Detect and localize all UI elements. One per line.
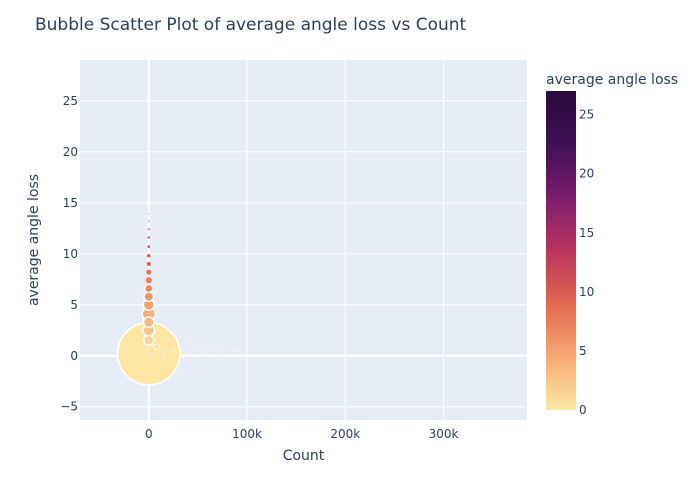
x-tick-label: 100k <box>232 427 262 441</box>
colorbar-tick-labels: 0 5 10 15 20 25 <box>579 108 594 417</box>
y-tick-label: 0 <box>70 349 78 363</box>
bubble-point[interactable] <box>147 212 150 216</box>
bubble-point[interactable] <box>147 346 156 355</box>
x-axis-title: Count <box>283 448 325 464</box>
grid-lines <box>80 60 527 420</box>
y-axis-title: average angle loss <box>26 174 42 306</box>
bubble-point[interactable] <box>171 347 176 352</box>
bubble-point[interactable] <box>147 219 151 223</box>
colorbar-tick-label: 25 <box>579 108 594 122</box>
bubble-point[interactable] <box>147 227 151 231</box>
bubble-point[interactable] <box>214 349 217 352</box>
x-tick-label: 200k <box>330 427 360 441</box>
chart-title: Bubble Scatter Plot of average angle los… <box>35 15 467 35</box>
bubble-point[interactable] <box>181 350 186 355</box>
colorbar-tick-label: 0 <box>579 403 587 417</box>
y-tick-label: 10 <box>63 247 78 261</box>
colorbar <box>546 91 576 410</box>
y-tick-label: −5 <box>60 400 78 414</box>
bubble-point[interactable] <box>143 334 155 347</box>
colorbar-tick-label: 20 <box>579 167 594 181</box>
bubble-point[interactable] <box>160 351 167 357</box>
bubble-point[interactable] <box>143 283 154 294</box>
y-tick-label: 15 <box>63 196 78 210</box>
bubble-point[interactable] <box>145 268 152 276</box>
bubble-point[interactable] <box>188 340 192 343</box>
bubble-point[interactable] <box>147 235 151 240</box>
bubble-point[interactable] <box>144 276 153 285</box>
y-tick-label: 25 <box>63 94 78 108</box>
bubble-point[interactable] <box>146 253 152 259</box>
y-tick-labels: −5 0 5 10 15 20 25 <box>60 94 78 414</box>
colorbar-title: average angle loss <box>546 72 678 88</box>
x-tick-labels: 0 100k 200k 300k <box>145 427 459 441</box>
bubble-point[interactable] <box>142 316 155 329</box>
colorbar-tick-label: 10 <box>579 285 594 299</box>
y-tick-label: 5 <box>70 298 78 312</box>
bubble-point[interactable] <box>198 351 202 355</box>
colorbar-tick-label: 15 <box>579 226 594 240</box>
x-tick-label: 300k <box>429 427 459 441</box>
y-tick-label: 20 <box>63 145 78 159</box>
bubble-point[interactable] <box>146 244 151 249</box>
x-tick-label: 0 <box>145 427 153 441</box>
bubble-point[interactable] <box>153 343 160 350</box>
bubbles <box>116 212 239 386</box>
bubble-point[interactable] <box>206 353 210 357</box>
bubble-point[interactable] <box>146 261 152 267</box>
colorbar-tick-label: 5 <box>579 344 587 358</box>
bubble-point[interactable] <box>236 349 239 352</box>
